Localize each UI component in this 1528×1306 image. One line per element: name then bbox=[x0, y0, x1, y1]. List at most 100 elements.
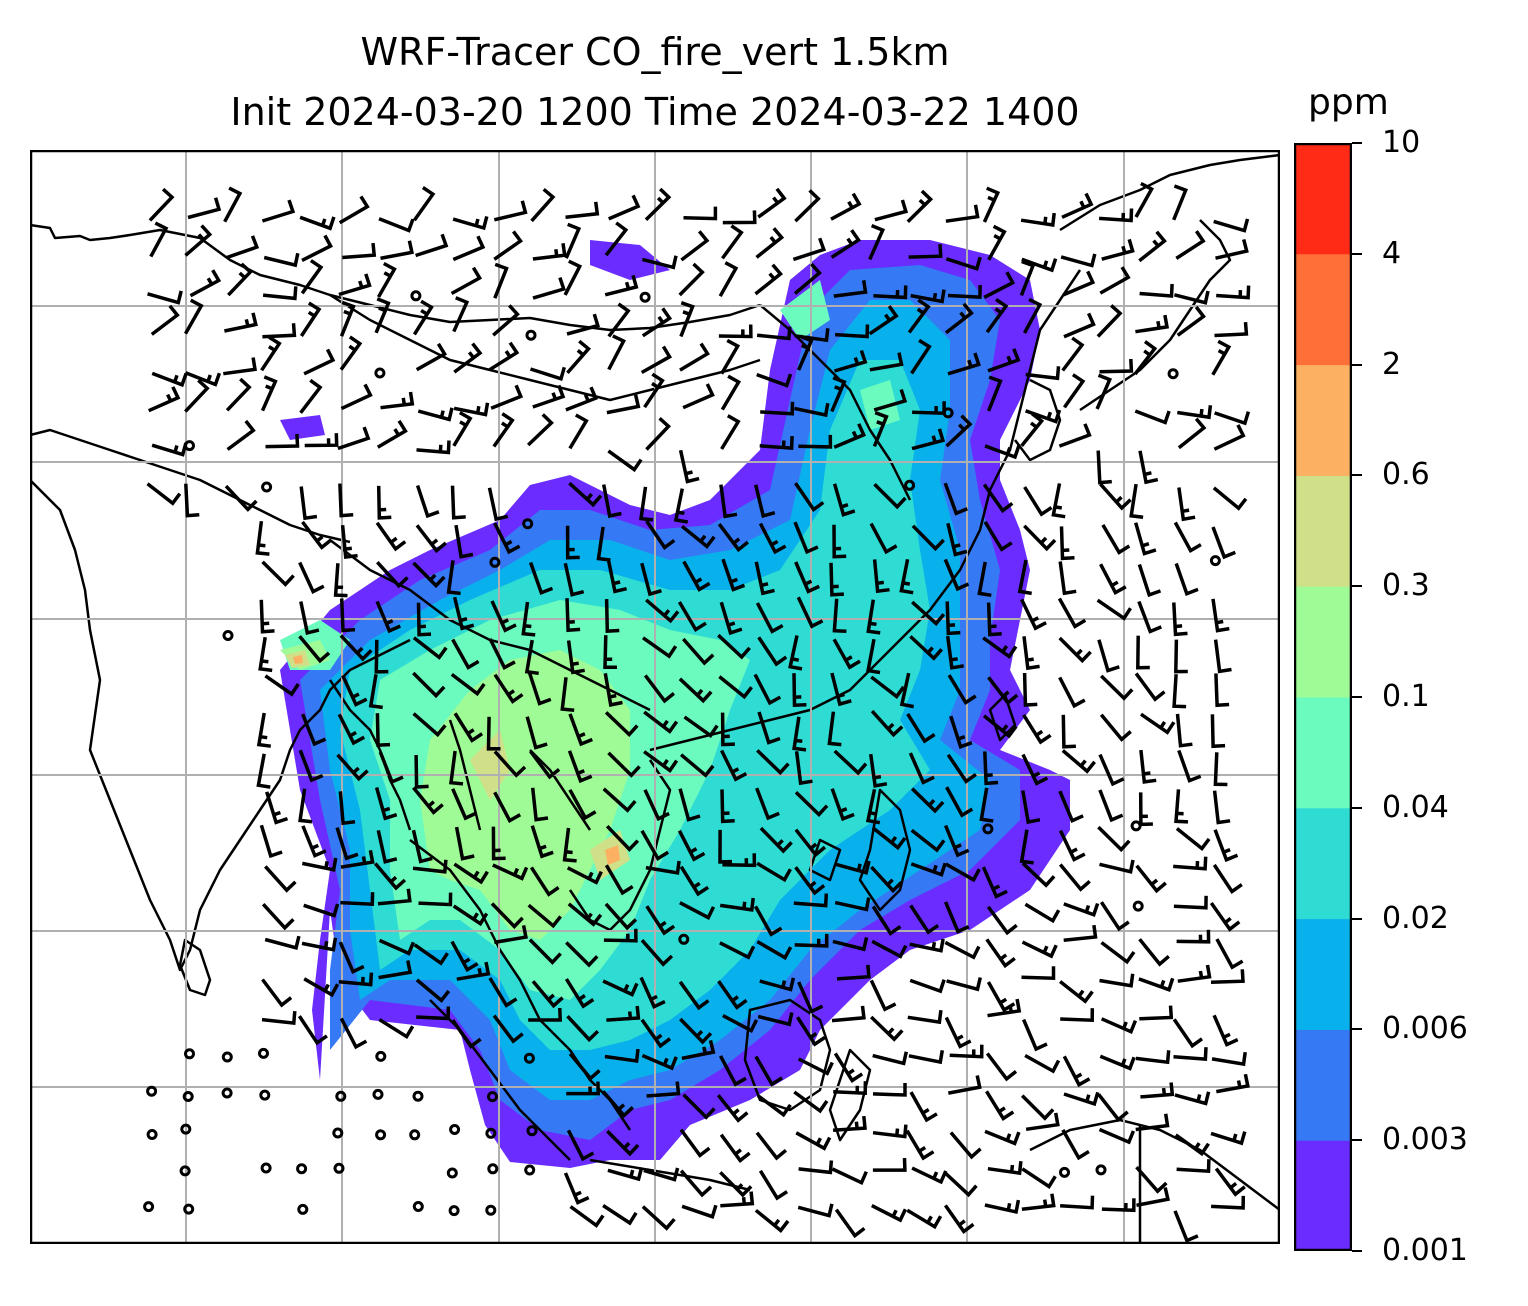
wind-barb bbox=[679, 753, 715, 778]
wind-barb bbox=[832, 524, 847, 559]
wind-barb bbox=[869, 1015, 904, 1042]
wind-barb bbox=[911, 428, 946, 451]
wind-barb bbox=[563, 1172, 590, 1205]
wind-barb bbox=[184, 371, 222, 387]
wind-barb bbox=[722, 210, 757, 225]
wind-barb bbox=[906, 712, 936, 744]
colorbar-tick bbox=[1352, 696, 1362, 698]
colorbar-band bbox=[1294, 918, 1352, 1030]
wind-barb bbox=[1135, 864, 1167, 894]
calm-circle bbox=[184, 1048, 195, 1060]
wind-barb bbox=[1063, 1091, 1100, 1107]
wind-barb bbox=[1177, 964, 1212, 983]
wind-barb bbox=[1211, 598, 1230, 633]
wind-barb bbox=[834, 324, 870, 339]
wind-barb bbox=[797, 1057, 834, 1076]
wind-barb bbox=[1215, 238, 1249, 260]
wind-barb bbox=[1140, 1082, 1175, 1099]
wind-barb bbox=[753, 484, 776, 519]
wind-barb bbox=[946, 977, 983, 992]
wind-barb bbox=[755, 227, 785, 259]
wind-barb bbox=[184, 483, 200, 518]
wind-barb bbox=[758, 1169, 789, 1201]
wind-barb bbox=[1095, 373, 1113, 410]
wind-barb bbox=[1099, 973, 1135, 988]
wind-barb bbox=[908, 752, 935, 785]
wind-barb bbox=[418, 892, 453, 907]
borneo bbox=[743, 998, 832, 1112]
wind-barb bbox=[342, 242, 377, 260]
wind-barb bbox=[873, 285, 908, 300]
wind-barb bbox=[378, 751, 404, 785]
wind-barb bbox=[759, 977, 796, 992]
wind-barb bbox=[1021, 257, 1058, 273]
wind-barb bbox=[1214, 1167, 1246, 1197]
wind-barb bbox=[375, 521, 407, 552]
wind-barb bbox=[865, 788, 881, 825]
wind-barb bbox=[792, 716, 807, 752]
wind-barb bbox=[794, 751, 813, 786]
wind-barb bbox=[1214, 411, 1251, 426]
wind-barb bbox=[368, 674, 383, 710]
wind-barb bbox=[871, 939, 908, 959]
wind-barb bbox=[187, 197, 222, 220]
wind-barb bbox=[1136, 1187, 1171, 1208]
calm-circle bbox=[409, 1129, 421, 1141]
wind-barb bbox=[793, 893, 829, 908]
wind-barb bbox=[378, 960, 413, 980]
wind-barb bbox=[301, 937, 338, 952]
wind-barb bbox=[795, 1131, 832, 1151]
wind-barb bbox=[567, 750, 593, 784]
calm-circle bbox=[221, 1087, 233, 1099]
wind-barb bbox=[681, 1039, 716, 1061]
wind-barb bbox=[262, 286, 298, 301]
wind-barb bbox=[303, 903, 340, 918]
wind-barb bbox=[340, 525, 358, 560]
wind-barb bbox=[947, 352, 981, 376]
wind-barb bbox=[1020, 412, 1045, 447]
wind-barb bbox=[910, 828, 946, 853]
wind-barb bbox=[373, 862, 407, 891]
wind-barb bbox=[979, 787, 994, 823]
wind-barb bbox=[1209, 901, 1241, 932]
colorbar-tick-label: 4 bbox=[1382, 235, 1402, 271]
wind-barb bbox=[643, 750, 679, 773]
wind-barb bbox=[262, 323, 297, 339]
wind-barb bbox=[488, 977, 518, 1008]
wind-barb bbox=[493, 673, 524, 704]
wind-barb bbox=[1099, 1054, 1136, 1071]
border-china-2 bbox=[529, 648, 651, 712]
calm-circle bbox=[1209, 555, 1221, 567]
wind-barb bbox=[678, 980, 710, 1011]
wind-barb bbox=[446, 560, 461, 596]
wind-barb bbox=[796, 596, 824, 629]
wind-barb bbox=[1177, 487, 1196, 522]
map-panel[interactable] bbox=[30, 150, 1280, 1244]
wind-barb bbox=[643, 674, 675, 704]
wind-barb bbox=[834, 1208, 866, 1239]
colorbar-tick bbox=[1352, 585, 1362, 588]
wind-barb bbox=[639, 486, 654, 522]
wind-barb bbox=[568, 713, 593, 747]
wind-barb bbox=[792, 237, 827, 262]
wind-barb bbox=[1138, 938, 1170, 967]
wind-barb bbox=[1215, 1073, 1250, 1094]
wind-barb bbox=[1022, 672, 1038, 707]
wind-barb bbox=[1098, 208, 1134, 223]
wind-barb bbox=[910, 787, 945, 814]
calm-circle bbox=[372, 1088, 384, 1100]
wind-barb bbox=[794, 933, 829, 948]
wind-barb bbox=[872, 1158, 907, 1172]
wind-barb bbox=[678, 262, 705, 297]
calm-circle bbox=[485, 1204, 497, 1216]
wind-barb bbox=[415, 484, 440, 519]
calm-circle bbox=[221, 1051, 233, 1063]
wind-barb bbox=[899, 558, 914, 595]
wind-barb bbox=[1133, 340, 1158, 376]
wind-barb bbox=[945, 256, 982, 271]
wind-barb bbox=[679, 1128, 711, 1158]
wind-barb bbox=[376, 830, 398, 864]
wind-barb bbox=[565, 598, 581, 633]
wind-barb bbox=[607, 751, 641, 778]
wind-barb bbox=[719, 897, 755, 912]
